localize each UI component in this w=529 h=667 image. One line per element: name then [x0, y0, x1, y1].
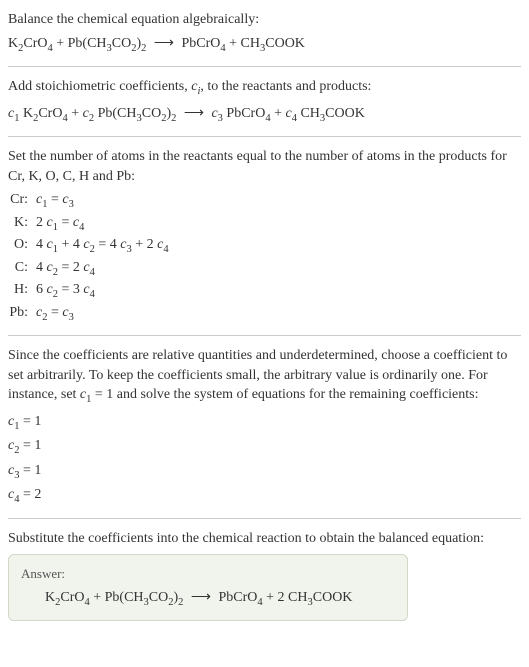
section2-equation: c1 K2CrO4 + c2 Pb(CH3CO2)2 ⟶ c3 PbCrO4 +… — [8, 104, 521, 126]
section2-title: Add stoichiometric coefficients, ci, to … — [8, 77, 521, 99]
answer-box: Answer: K2CrO4 + Pb(CH3CO2)2 ⟶ PbCrO4 + … — [8, 554, 408, 621]
atom-row: K: 2 c1 = c4 — [8, 213, 521, 235]
atom-row: O: 4 c1 + 4 c2 = 4 c3 + 2 c4 — [8, 235, 521, 257]
divider — [8, 136, 521, 137]
coeff-item: c1 = 1 — [8, 412, 521, 434]
section1-equation: K2CrO4 + Pb(CH3CO2)2 ⟶ PbCrO4 + CH3COOK — [8, 34, 521, 56]
atom-label: O: — [8, 235, 36, 255]
atom-label: Pb: — [8, 303, 36, 323]
atom-row: H: 6 c2 = 3 c4 — [8, 280, 521, 302]
divider — [8, 518, 521, 519]
atom-row: Cr: c1 = c3 — [8, 190, 521, 212]
atom-row: C: 4 c2 = 2 c4 — [8, 258, 521, 280]
coeff-list: c1 = 1 c2 = 1 c3 = 1 c4 = 2 — [8, 412, 521, 508]
coeff-item: c3 = 1 — [8, 461, 521, 483]
atom-label: C: — [8, 258, 36, 278]
atom-label: H: — [8, 280, 36, 300]
atom-equation: c2 = c3 — [36, 303, 521, 325]
section-solve: Since the coefficients are relative quan… — [8, 346, 521, 508]
atom-equation: c1 = c3 — [36, 190, 521, 212]
section3-title: Set the number of atoms in the reactants… — [8, 147, 521, 186]
atom-equation: 2 c1 = c4 — [36, 213, 521, 235]
coeff-item: c4 = 2 — [8, 485, 521, 507]
atom-row: Pb: c2 = c3 — [8, 303, 521, 325]
section-answer: Substitute the coefficients into the che… — [8, 529, 521, 621]
section4-title: Since the coefficients are relative quan… — [8, 346, 521, 408]
section-balance-intro: Balance the chemical equation algebraica… — [8, 10, 521, 56]
section1-title: Balance the chemical equation algebraica… — [8, 10, 521, 30]
divider — [8, 335, 521, 336]
answer-label: Answer: — [21, 565, 395, 583]
section-stoich: Add stoichiometric coefficients, ci, to … — [8, 77, 521, 126]
atom-equation: 6 c2 = 3 c4 — [36, 280, 521, 302]
atom-equation: 4 c2 = 2 c4 — [36, 258, 521, 280]
atom-equation: 4 c1 + 4 c2 = 4 c3 + 2 c4 — [36, 235, 521, 257]
divider — [8, 66, 521, 67]
atom-label: Cr: — [8, 190, 36, 210]
coeff-item: c2 = 1 — [8, 436, 521, 458]
section-atoms: Set the number of atoms in the reactants… — [8, 147, 521, 325]
atom-label: K: — [8, 213, 36, 233]
answer-equation: K2CrO4 + Pb(CH3CO2)2 ⟶ PbCrO4 + 2 CH3COO… — [21, 588, 395, 610]
section5-title: Substitute the coefficients into the che… — [8, 529, 521, 549]
atoms-table: Cr: c1 = c3 K: 2 c1 = c4 O: 4 c1 + 4 c2 … — [8, 190, 521, 325]
